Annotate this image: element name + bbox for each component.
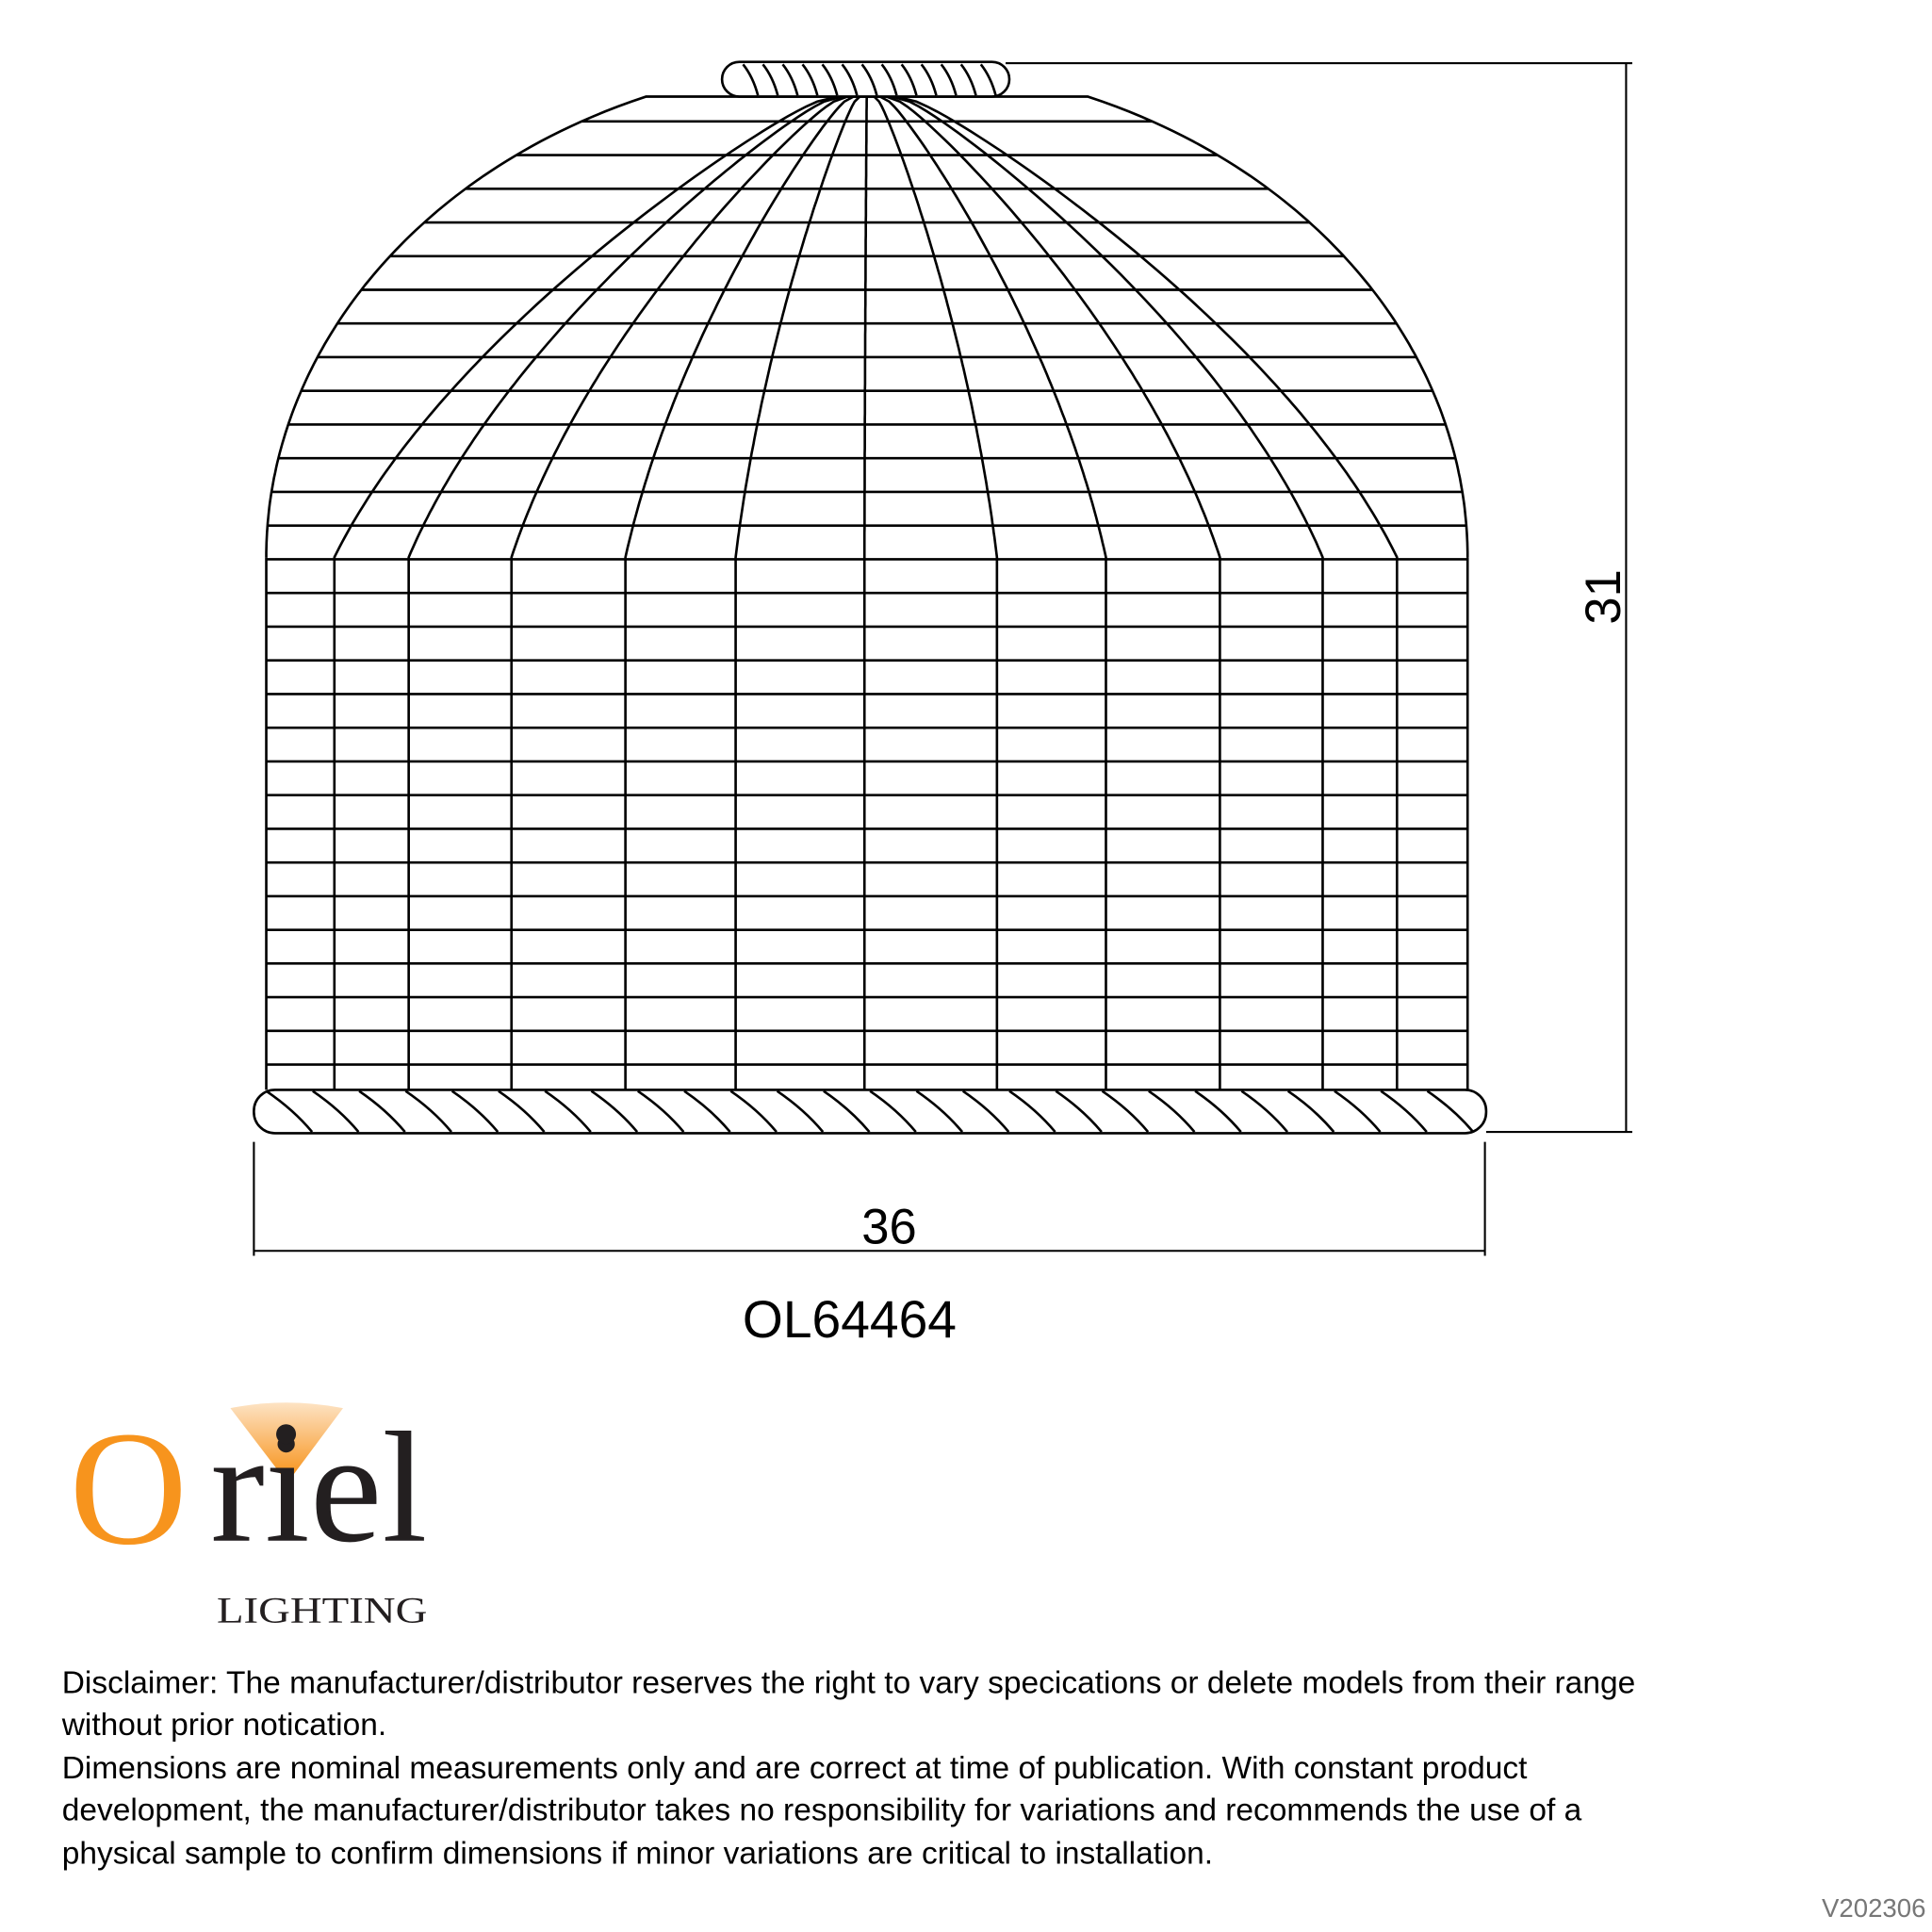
rim-twist [498, 1089, 546, 1133]
shade-rib [734, 95, 861, 1090]
rim-twist [961, 1089, 1010, 1133]
cap-twist [880, 63, 898, 96]
rim-twist [450, 1089, 499, 1133]
rim-twist [1101, 1089, 1150, 1133]
top-cap [720, 60, 1011, 98]
shade-rib [624, 95, 855, 1090]
logo-i-dot [276, 1424, 297, 1445]
shade-rib [873, 95, 999, 1090]
rim-twist [544, 1089, 592, 1133]
disclaimer-line: without prior notication. [61, 1708, 387, 1743]
shade-rib [892, 95, 1324, 1090]
width-dimension-label: 36 [861, 1199, 916, 1254]
rim-twist [915, 1089, 964, 1133]
rim-twist [869, 1089, 917, 1133]
rim-twist [1055, 1089, 1103, 1133]
rim-twist [1334, 1089, 1382, 1133]
disclaimer-line: development, the manufacturer/distributo… [62, 1793, 1582, 1828]
rim-twist [1008, 1089, 1056, 1133]
shade-rib [333, 95, 839, 1090]
cap-twist [959, 63, 977, 96]
width-dimension [253, 1141, 1486, 1256]
base-rim [253, 1089, 1488, 1135]
shade-rib [879, 95, 1107, 1090]
rim-twist [776, 1089, 825, 1133]
shade-rib [510, 95, 848, 1090]
rim-twist [404, 1089, 452, 1133]
cap-twist [761, 63, 779, 96]
rim-twist [1148, 1089, 1196, 1133]
disclaimer: Disclaimer: The manufacturer/distributor… [61, 1665, 1636, 1871]
rim-twist [683, 1089, 731, 1133]
logo-wordmark: riel [210, 1400, 427, 1576]
cap-twist [841, 63, 859, 96]
cap-twist [781, 63, 799, 96]
rim-twist [1240, 1089, 1289, 1133]
shade-rib [407, 95, 843, 1090]
rim-twist [637, 1089, 685, 1133]
lamp-shade-drawing [253, 60, 1488, 1135]
cap-twist [940, 63, 958, 96]
version-code: V202306 [1822, 1893, 1925, 1923]
rim-twist [823, 1089, 871, 1133]
rim-twist [265, 1089, 314, 1133]
oriel-lighting-logo: O riel LIGHTING [70, 1397, 428, 1630]
rim-twist [358, 1089, 406, 1133]
cap-twist [920, 63, 938, 96]
disclaimer-line: Disclaimer: The manufacturer/distributor… [62, 1665, 1636, 1700]
disclaimer-line: physical sample to confirm dimensions if… [62, 1837, 1213, 1872]
rim-twist [1426, 1089, 1475, 1133]
rim-twist [1194, 1089, 1242, 1133]
rim-twist [590, 1089, 639, 1133]
height-dimension-label: 31 [1576, 569, 1631, 624]
cap-twist [742, 63, 760, 96]
height-dimension [1006, 61, 1632, 1134]
shade-rib [886, 95, 1221, 1090]
logo-subtitle: LIGHTING [217, 1589, 427, 1630]
model-code: OL64464 [743, 1290, 957, 1349]
rim-twist [1286, 1089, 1335, 1133]
cap-twist [979, 63, 997, 96]
rim-twist [312, 1089, 360, 1133]
cap-twist [860, 63, 878, 96]
shade-rib [862, 96, 869, 1090]
shade-rib [895, 95, 1399, 1090]
rim-twist [729, 1089, 778, 1133]
cap-twist [900, 63, 918, 96]
cap-twist [801, 63, 819, 96]
logo-letter-o: O [70, 1397, 188, 1579]
disclaimer-line: Dimensions are nominal measurements only… [62, 1751, 1528, 1786]
cap-twist [821, 63, 839, 96]
rim-twist [1380, 1089, 1428, 1133]
